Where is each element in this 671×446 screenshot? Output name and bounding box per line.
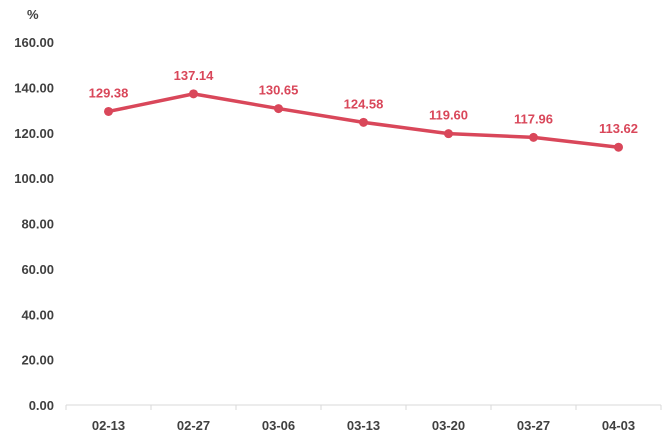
y-tick-label: 40.00 — [21, 307, 54, 322]
data-point — [529, 132, 538, 142]
x-tick-label: 03-27 — [517, 418, 550, 433]
y-tick-label: 160.00 — [14, 35, 54, 50]
y-tick-label: 0.00 — [29, 398, 54, 413]
y-axis-unit-label: % — [27, 7, 39, 22]
x-tick-label: 02-27 — [177, 418, 210, 433]
x-tick-label: 02-13 — [92, 418, 125, 433]
y-tick-label: 20.00 — [21, 353, 54, 368]
data-label: 137.14 — [174, 68, 215, 83]
data-point — [274, 104, 283, 114]
data-label: 119.60 — [429, 108, 468, 123]
y-tick-label: 100.00 — [14, 171, 54, 186]
data-label: 130.65 — [259, 83, 299, 98]
series-group — [104, 89, 623, 152]
x-tick-label: 04-03 — [602, 418, 635, 433]
data-point — [189, 89, 198, 99]
y-tick-label: 120.00 — [14, 126, 54, 141]
y-tick-label: 60.00 — [21, 262, 54, 277]
y-tick-label: 140.00 — [14, 80, 54, 95]
data-labels: 129.38 137.14 130.65 124.58 119.60 117.96 113.… — [89, 68, 638, 136]
y-tick-label: 80.00 — [21, 217, 54, 232]
data-point — [359, 117, 368, 127]
data-point — [444, 129, 453, 139]
x-axis — [65, 404, 662, 410]
x-tick-label: 03-13 — [347, 418, 380, 433]
x-axis-tick-labels: 02-13 02-27 03-06 03-13 03-20 03-27 04-03 — [92, 418, 635, 433]
y-axis-tick-labels: 0.00 20.00 40.00 60.00 80.00 100.00 120.00 140.… — [14, 35, 54, 413]
data-label: 117.96 — [514, 111, 553, 126]
data-label: 129.38 — [89, 85, 129, 100]
x-tick-label: 03-06 — [262, 418, 295, 433]
data-point — [104, 106, 113, 116]
data-point — [614, 142, 623, 152]
data-label: 124.58 — [344, 96, 384, 111]
x-tick-label: 03-20 — [432, 418, 465, 433]
data-label: 113.62 — [599, 121, 638, 136]
